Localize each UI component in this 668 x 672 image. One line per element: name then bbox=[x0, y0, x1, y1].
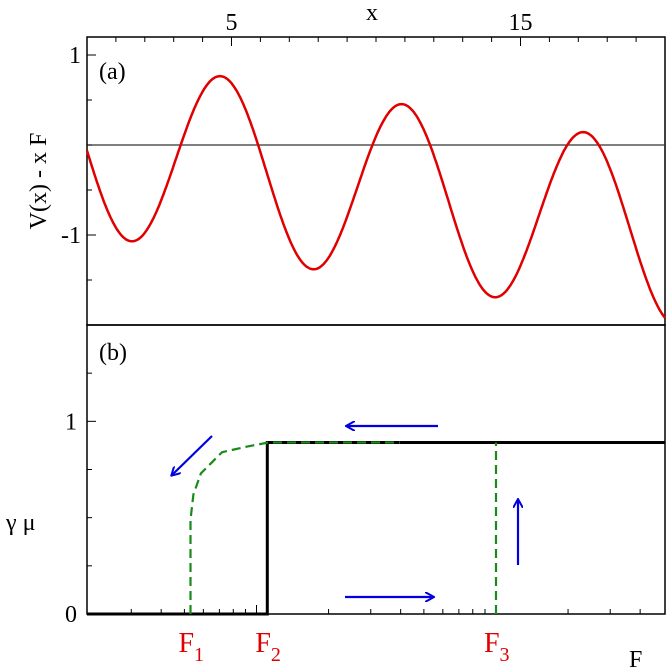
plot-frame-a bbox=[86, 36, 666, 326]
y-tick-label: 1 bbox=[65, 409, 77, 435]
y-tick-label: 1 bbox=[69, 43, 81, 69]
dashed-branch-line-1 bbox=[189, 441, 400, 614]
y-axis-label-a: V(x) - x F bbox=[26, 133, 52, 230]
x-axis-label-b: F bbox=[629, 647, 642, 672]
potential-curve bbox=[85, 74, 667, 319]
panel-b-label: (b) bbox=[99, 340, 127, 366]
marker-subscript: 3 bbox=[500, 644, 510, 666]
marker-subscript: 2 bbox=[271, 644, 281, 666]
y-axis-label-b: γ μ bbox=[5, 510, 35, 536]
marker-label-f1: F1 bbox=[178, 628, 204, 666]
plot-frame-b bbox=[86, 324, 666, 615]
marker-subscript: 1 bbox=[194, 644, 204, 666]
marker-label-f3: F3 bbox=[484, 628, 510, 666]
panel-a: 5 15 1 -1 bbox=[61, 10, 667, 326]
stable-branch-line bbox=[87, 441, 665, 616]
y-tick-label: -1 bbox=[61, 223, 81, 249]
marker-label-f2: F2 bbox=[255, 628, 281, 666]
x-tick-label: 5 bbox=[226, 10, 238, 36]
x-tick-label: 15 bbox=[509, 10, 533, 36]
arrow-down-left-icon bbox=[172, 435, 213, 475]
x-axis-label-top: x bbox=[366, 0, 378, 26]
panel-a-label: (a) bbox=[99, 59, 126, 85]
y-tick-label: 0 bbox=[65, 602, 77, 628]
